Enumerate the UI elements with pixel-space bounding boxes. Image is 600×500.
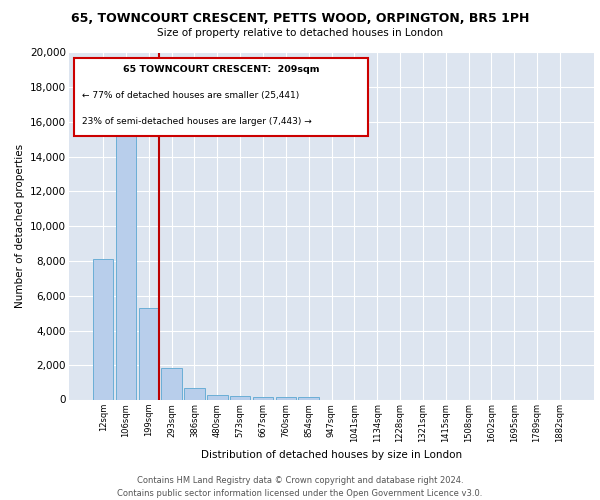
X-axis label: Distribution of detached houses by size in London: Distribution of detached houses by size …	[201, 450, 462, 460]
Text: 65, TOWNCOURT CRESCENT, PETTS WOOD, ORPINGTON, BR5 1PH: 65, TOWNCOURT CRESCENT, PETTS WOOD, ORPI…	[71, 12, 529, 26]
Text: 0: 0	[60, 395, 67, 405]
Y-axis label: Number of detached properties: Number of detached properties	[14, 144, 25, 308]
Bar	[253, 396, 273, 400]
Text: 65 TOWNCOURT CRESCENT:  209sqm: 65 TOWNCOURT CRESCENT: 209sqm	[123, 64, 320, 74]
Bar	[116, 112, 136, 400]
Text: Size of property relative to detached houses in London: Size of property relative to detached ho…	[157, 28, 443, 38]
Bar	[93, 260, 113, 400]
Bar	[298, 398, 319, 400]
Bar	[275, 397, 296, 400]
Bar	[139, 308, 159, 400]
Text: ← 77% of detached houses are smaller (25,441): ← 77% of detached houses are smaller (25…	[82, 90, 299, 100]
Text: Contains HM Land Registry data © Crown copyright and database right 2024.
Contai: Contains HM Land Registry data © Crown c…	[118, 476, 482, 498]
Bar	[184, 388, 205, 400]
Text: 23% of semi-detached houses are larger (7,443) →: 23% of semi-detached houses are larger (…	[82, 118, 312, 126]
FancyBboxPatch shape	[74, 58, 368, 136]
Bar	[207, 394, 227, 400]
Bar	[230, 396, 250, 400]
Bar	[161, 368, 182, 400]
